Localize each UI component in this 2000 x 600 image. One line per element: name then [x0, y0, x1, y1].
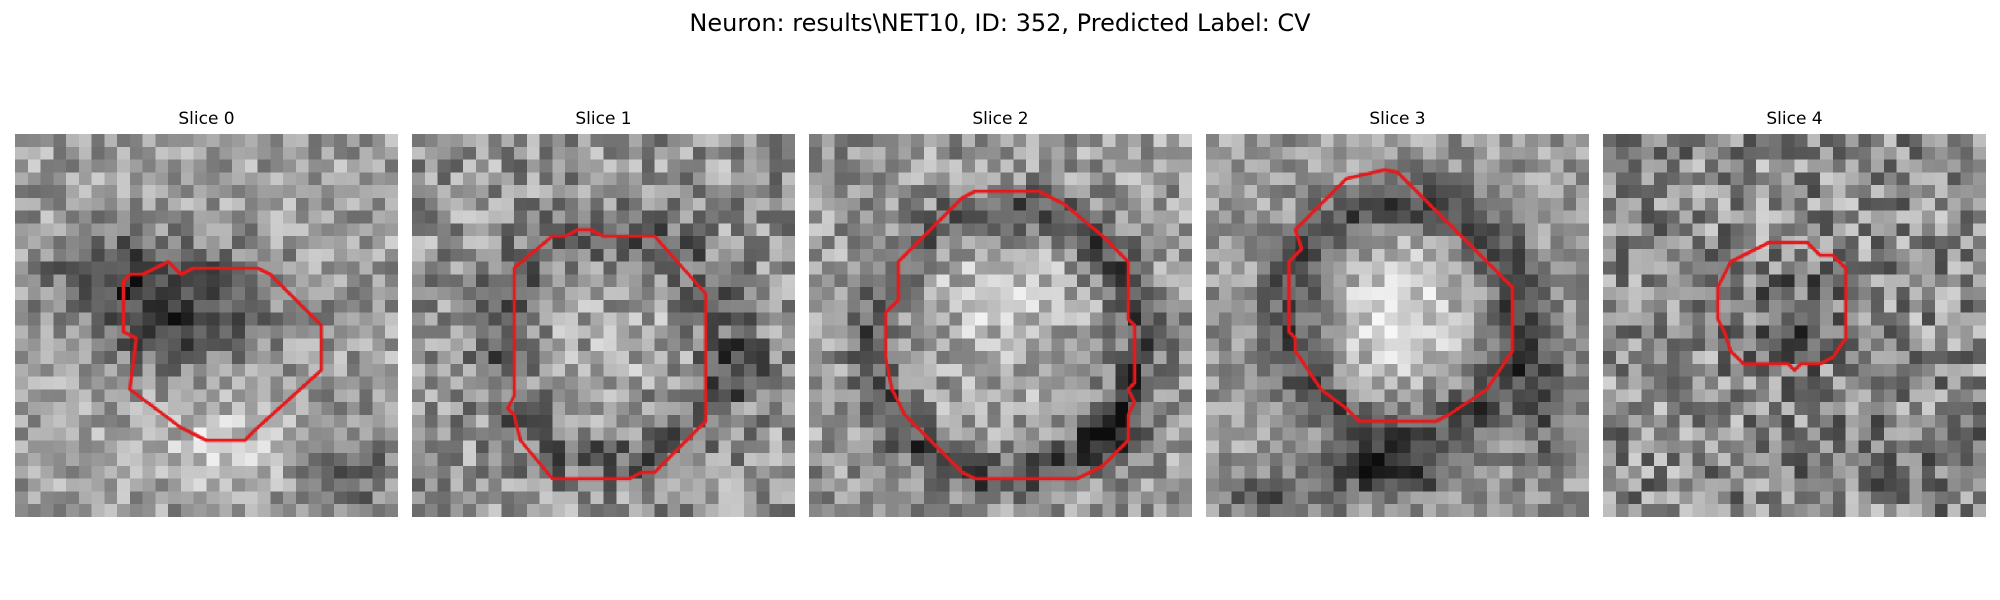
slice-title-0: Slice 0	[178, 109, 235, 129]
slice-image-1	[412, 134, 795, 517]
slice-panel-0: Slice 0	[15, 108, 398, 517]
slice-panel-3: Slice 3	[1206, 108, 1589, 517]
slice-title-4: Slice 4	[1766, 109, 1823, 129]
slice-panel-2: Slice 2	[809, 108, 1192, 517]
slice-panel-1: Slice 1	[412, 108, 795, 517]
slice-title-3: Slice 3	[1369, 109, 1426, 129]
slice-image-4	[1603, 134, 1986, 517]
slice-image-2	[809, 134, 1192, 517]
slice-image-3	[1206, 134, 1589, 517]
slice-image-0	[15, 134, 398, 517]
slice-title-1: Slice 1	[575, 109, 632, 129]
slice-panel-4: Slice 4	[1603, 108, 1986, 517]
figure-title: Neuron: results\NET10, ID: 352, Predicte…	[689, 9, 1311, 37]
slice-title-2: Slice 2	[972, 109, 1029, 129]
